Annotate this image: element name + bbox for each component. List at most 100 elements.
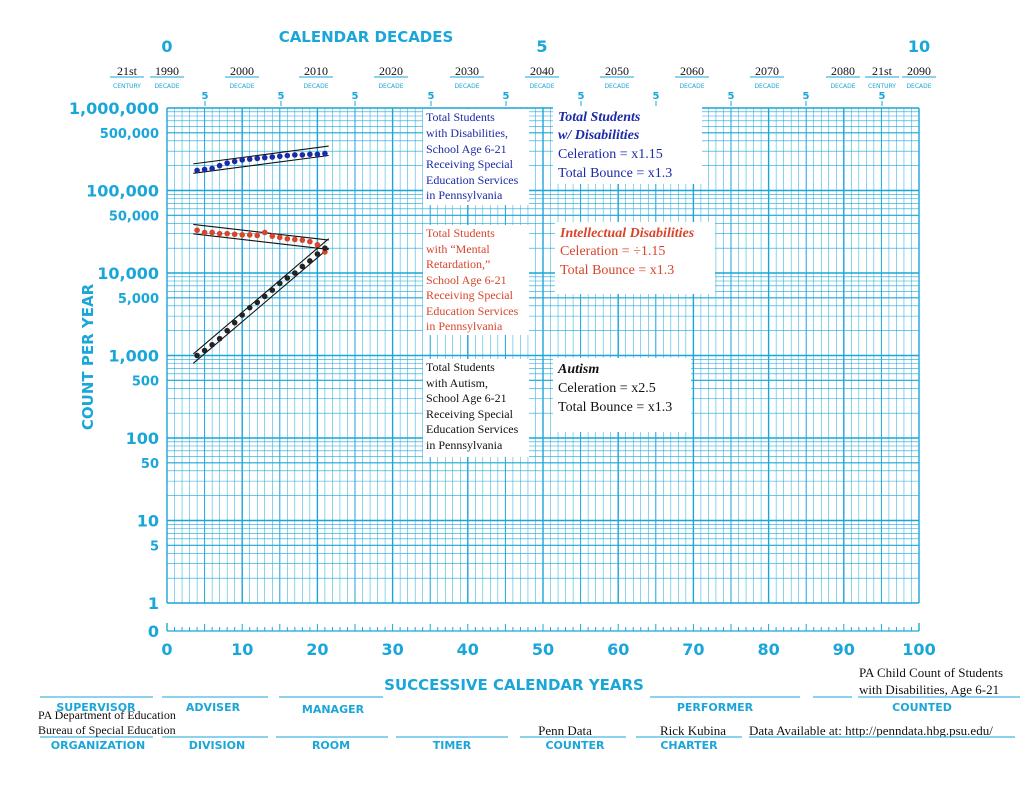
data-point <box>269 233 276 239</box>
id-desc-line-1: Total Students <box>426 226 495 240</box>
decade-five: 5 <box>202 91 209 102</box>
y-tick-label: 5,000 <box>118 292 159 307</box>
id-box-bounce: Total Bounce = x1.3 <box>560 263 674 278</box>
data-point <box>299 263 306 270</box>
autism-desc-line-4: Receiving Special <box>426 407 514 421</box>
data-point <box>216 162 223 169</box>
decade-sublabel: DECADE <box>303 83 328 90</box>
celeration-line <box>192 238 330 355</box>
decade-year: 2020 <box>379 64 403 78</box>
decade-sublabel: DECADE <box>454 83 479 90</box>
total-desc-line-1: Total Students <box>426 110 495 124</box>
x-tick-label: 50 <box>532 640 554 659</box>
data-point <box>254 299 261 306</box>
decade-sublabel: DECADE <box>754 83 779 90</box>
y-tick-label: 0 <box>148 622 159 641</box>
decade-year: 21st <box>117 64 138 78</box>
data-point <box>314 241 321 248</box>
decade-sublabel: DECADE <box>229 83 254 90</box>
y-tick-label: 10,000 <box>97 264 159 283</box>
charter-value: Rick Kubina <box>660 723 726 738</box>
charter-label: CHARTER <box>660 739 718 752</box>
counter-label: COUNTER <box>545 739 605 752</box>
data-point <box>231 158 238 165</box>
data-point <box>216 230 223 237</box>
decade-year: 1990 <box>155 64 179 78</box>
y-tick-label: 50,000 <box>109 209 159 224</box>
id-box-title: Intellectual Disabilities <box>559 226 695 241</box>
celeration-line <box>192 247 330 364</box>
id-box-celeration: Celeration = ÷1.15 <box>560 244 665 259</box>
organization-value-1: PA Department of Education <box>38 708 176 722</box>
autism-box-bounce: Total Bounce = x1.3 <box>558 400 672 415</box>
data-point <box>292 270 298 276</box>
id-desc-line-4: School Age 6-21 <box>426 273 507 287</box>
manager-label: MANAGER <box>302 703 365 716</box>
y-tick-label: 500 <box>132 374 159 389</box>
decade-year: 2090 <box>907 64 931 78</box>
autism-desc-bg <box>423 359 529 457</box>
decade-five: 5 <box>728 91 735 102</box>
data-point <box>284 275 291 281</box>
decade-sublabel: DECADE <box>604 83 629 90</box>
total-box-bounce: Total Bounce = x1.3 <box>558 166 672 181</box>
data-point <box>201 229 208 236</box>
total-desc-line-3: School Age 6-21 <box>426 142 507 156</box>
counter-value: Penn Data <box>538 723 592 738</box>
y-tick-label: 50 <box>141 457 159 472</box>
celeration-line <box>193 154 329 174</box>
data-point <box>307 238 313 245</box>
series-autism <box>194 245 328 359</box>
total-desc-line-6: in Pennsylvania <box>426 188 503 202</box>
data-point <box>216 335 223 342</box>
timer-label: TIMER <box>433 739 472 752</box>
performer-label: PERFORMER <box>677 701 754 714</box>
x-tick-label: 10 <box>231 640 253 659</box>
decade-year: 2060 <box>680 64 704 78</box>
data-point <box>261 293 268 300</box>
autism-box-title: Autism <box>557 362 599 377</box>
y-tick-labels: 1,000,000 500,000 100,000 50,000 10,000 5,000… <box>69 99 159 641</box>
id-desc: Total Students with “Mental Retardation,… <box>426 226 519 333</box>
decade-number-5: 5 <box>536 37 547 56</box>
data-point <box>277 280 283 287</box>
decade-five: 5 <box>503 91 510 102</box>
data-point <box>261 154 268 161</box>
data-point <box>194 227 200 234</box>
decade-year: 2030 <box>455 64 479 78</box>
id-box-bg <box>555 222 715 294</box>
decade-year: 2040 <box>530 64 554 78</box>
x-tick-label: 100 <box>902 640 935 659</box>
total-desc-line-4: Receiving Special <box>426 157 514 171</box>
chart-grid <box>166 107 920 632</box>
x-tick-label: 0 <box>161 640 172 659</box>
y-axis-label: COUNT PER YEAR <box>79 283 97 430</box>
id-desc-line-3: Retardation,” <box>426 257 490 271</box>
data-point <box>307 258 313 264</box>
trend-lines <box>192 145 330 364</box>
id-desc-line-6: Education Services <box>426 304 519 318</box>
x-tick-label: 90 <box>833 640 855 659</box>
data-point <box>246 232 253 238</box>
total-box: Total Students w/ Disabilities Celeratio… <box>558 110 672 181</box>
x-tick-label: 80 <box>757 640 779 659</box>
total-box-title-2: w/ Disabilities <box>558 128 640 143</box>
counted-label: COUNTED <box>892 701 952 714</box>
data-point <box>277 234 283 241</box>
data-point <box>299 237 306 243</box>
counted-value-2: with Disabilities, Age 6-21 <box>859 682 999 697</box>
data-point <box>246 156 253 162</box>
adviser-label: ADVISER <box>186 701 241 714</box>
id-box: Intellectual Disabilities Celeration = ÷… <box>559 226 695 278</box>
decade-five: 5 <box>578 91 585 102</box>
decade-five: 5 <box>278 91 285 102</box>
decade-five: 5 <box>879 91 886 102</box>
autism-box-celeration: Celeration = x2.5 <box>558 381 656 396</box>
celeration-line <box>193 233 329 250</box>
decade-year: 2000 <box>230 64 254 78</box>
decade-five: 5 <box>428 91 435 102</box>
decade-year: 2050 <box>605 64 629 78</box>
decade-row: 21st CENTURY 1990 DECADE 2000 DECADE 2010 DECAD… <box>110 64 936 106</box>
autism-desc-line-5: Education Services <box>426 422 519 436</box>
data-point <box>307 151 313 158</box>
